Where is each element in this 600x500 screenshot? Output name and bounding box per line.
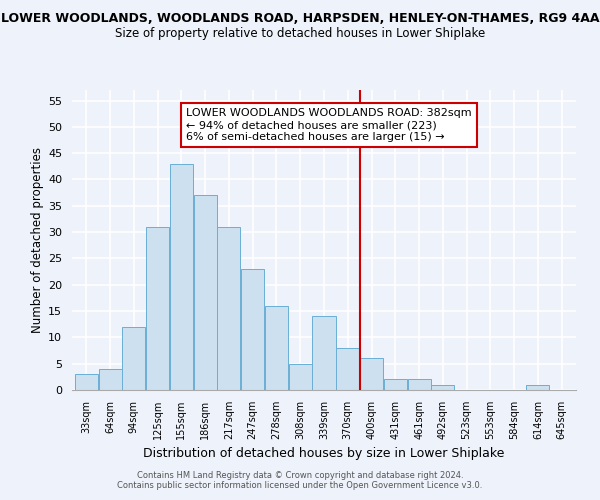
- Bar: [313, 316, 335, 390]
- Bar: [431, 384, 454, 390]
- Bar: [526, 384, 550, 390]
- X-axis label: Distribution of detached houses by size in Lower Shiplake: Distribution of detached houses by size …: [143, 448, 505, 460]
- Bar: [217, 227, 241, 390]
- Bar: [241, 269, 264, 390]
- Bar: [146, 227, 169, 390]
- Bar: [360, 358, 383, 390]
- Bar: [336, 348, 359, 390]
- Bar: [194, 196, 217, 390]
- Bar: [98, 369, 122, 390]
- Bar: [122, 327, 145, 390]
- Text: LOWER WOODLANDS WOODLANDS ROAD: 382sqm
← 94% of detached houses are smaller (223: LOWER WOODLANDS WOODLANDS ROAD: 382sqm ←…: [186, 108, 472, 142]
- Text: Contains HM Land Registry data © Crown copyright and database right 2024.
Contai: Contains HM Land Registry data © Crown c…: [118, 470, 482, 490]
- Bar: [170, 164, 193, 390]
- Bar: [289, 364, 312, 390]
- Text: LOWER WOODLANDS, WOODLANDS ROAD, HARPSDEN, HENLEY-ON-THAMES, RG9 4AA: LOWER WOODLANDS, WOODLANDS ROAD, HARPSDE…: [1, 12, 599, 26]
- Bar: [407, 380, 431, 390]
- Y-axis label: Number of detached properties: Number of detached properties: [31, 147, 44, 333]
- Bar: [75, 374, 98, 390]
- Bar: [384, 380, 407, 390]
- Text: Size of property relative to detached houses in Lower Shiplake: Size of property relative to detached ho…: [115, 28, 485, 40]
- Bar: [265, 306, 288, 390]
